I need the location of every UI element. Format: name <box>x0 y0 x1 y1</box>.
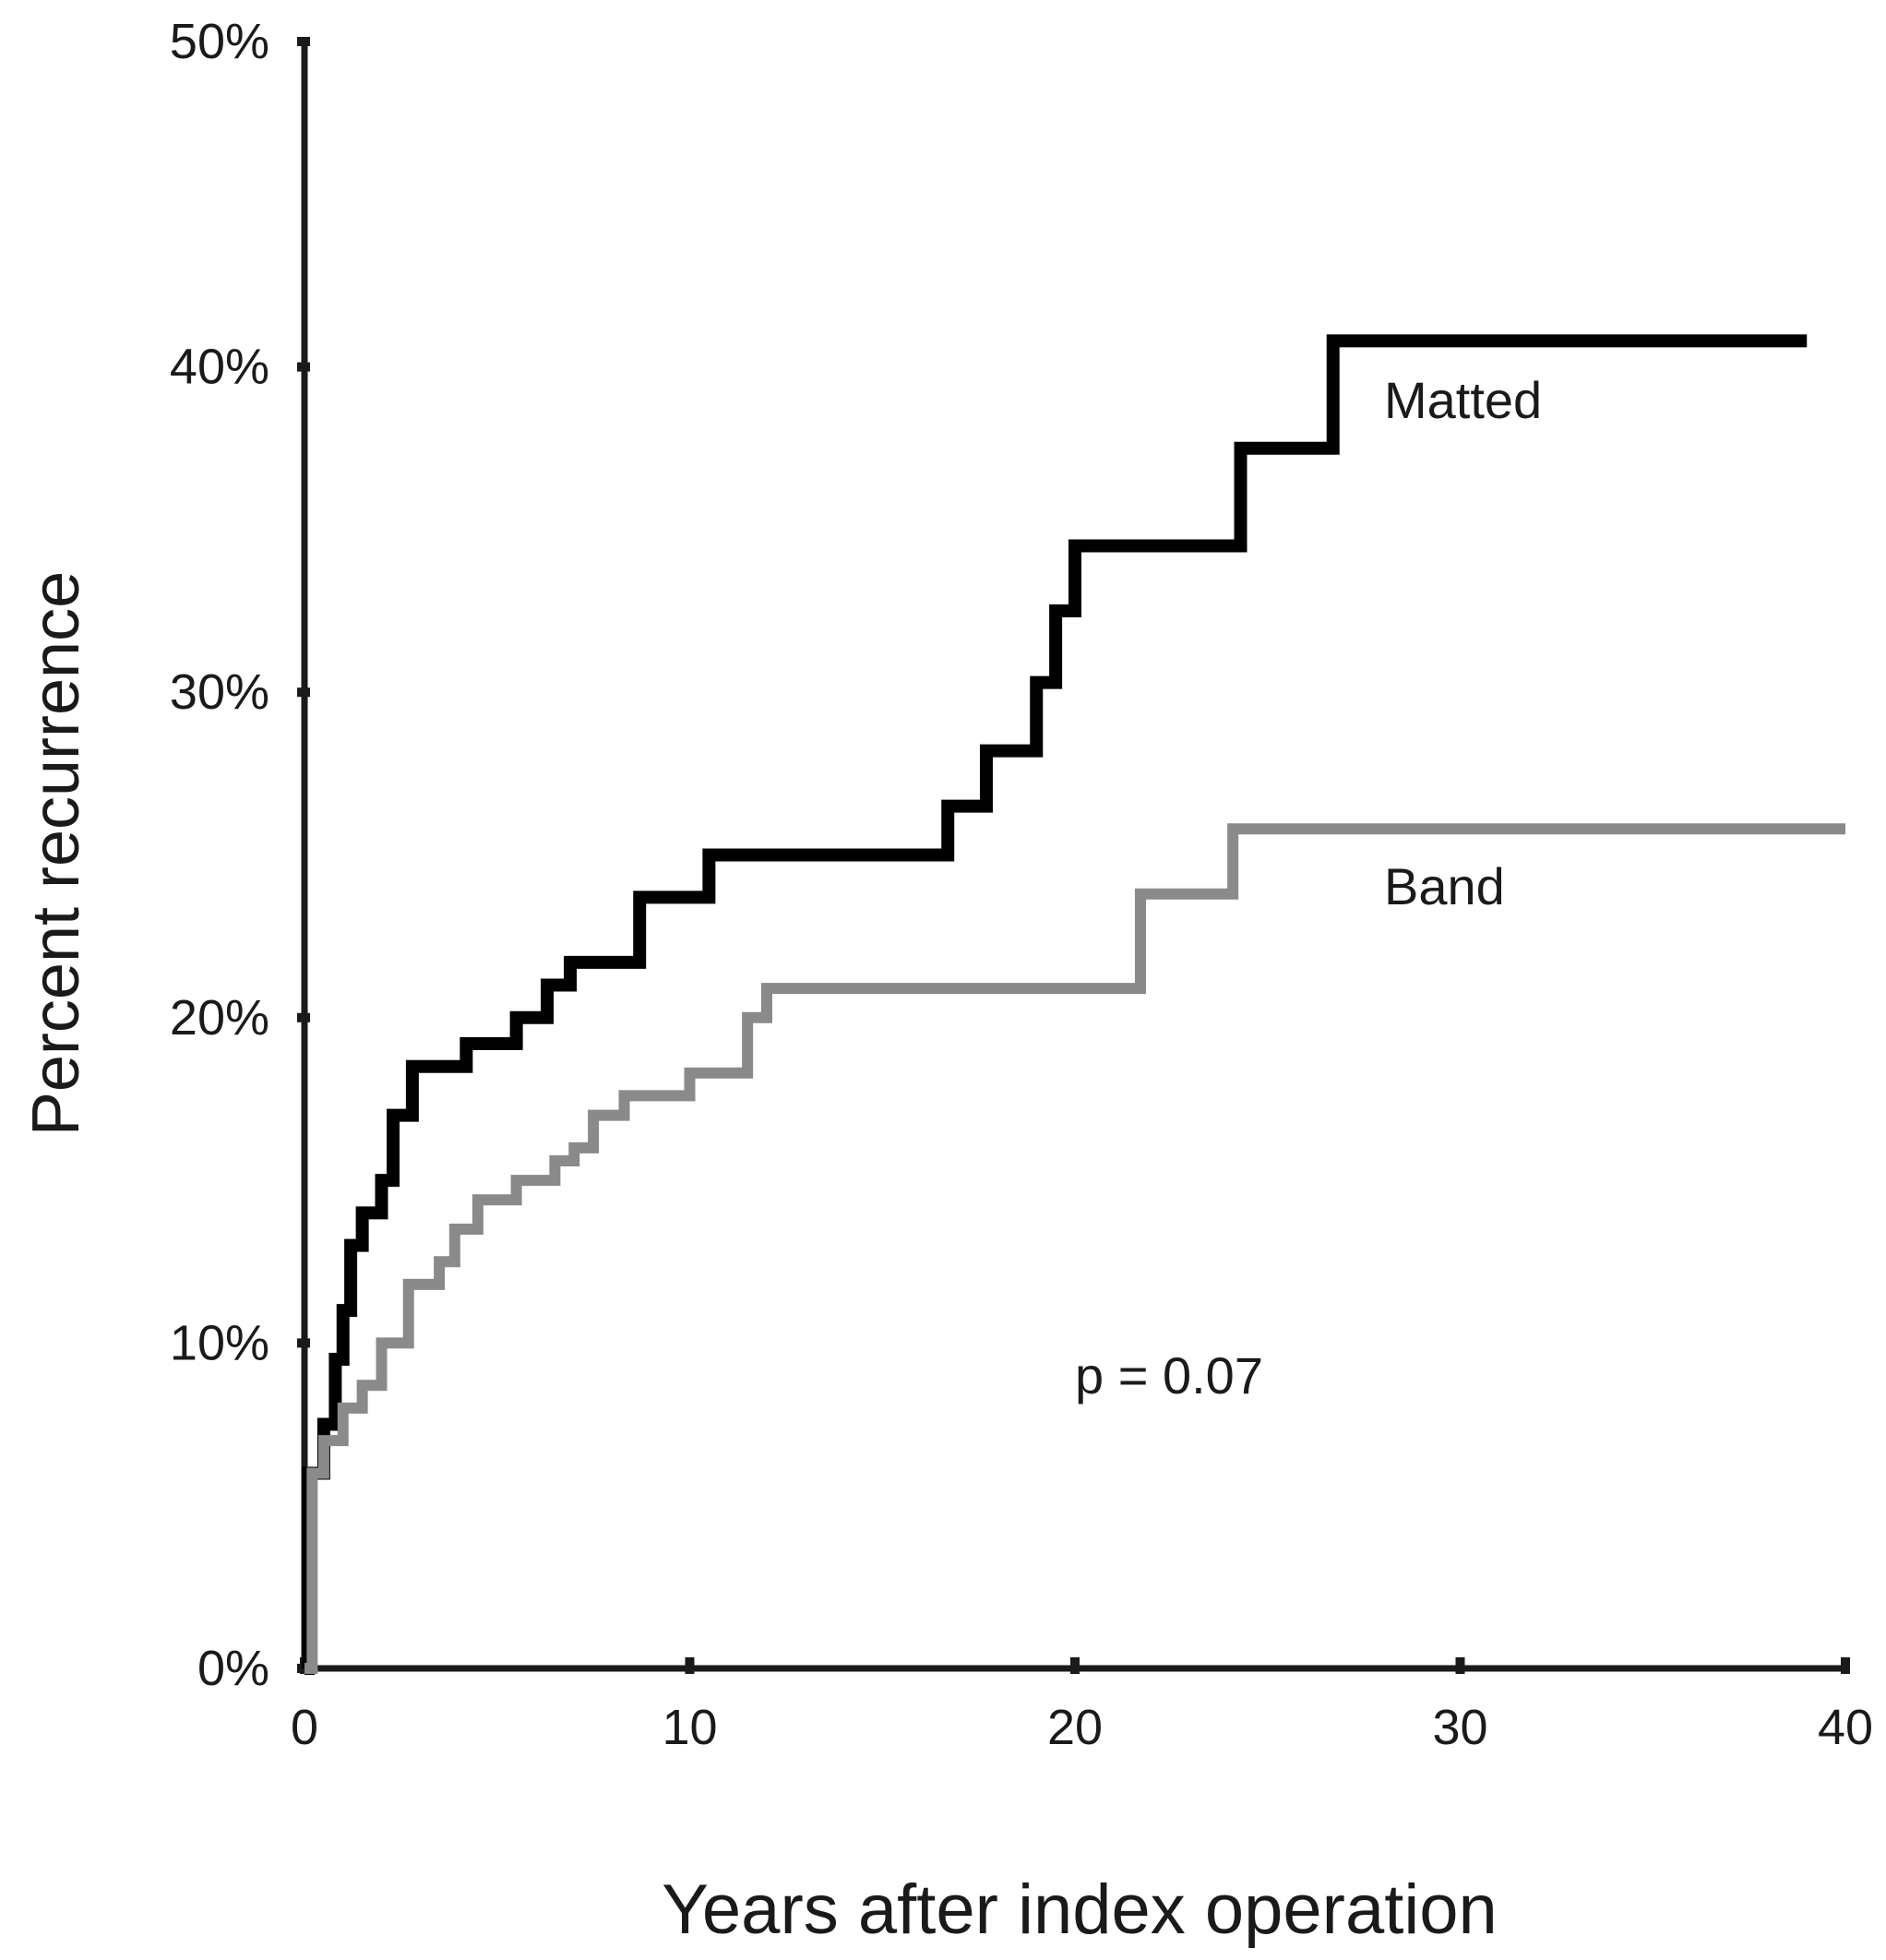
y-axis-title: Percent recurrence <box>19 571 93 1136</box>
chart-labels: Years after index operation Percent recu… <box>19 371 1542 1949</box>
y-tick-label: 10% <box>170 1315 269 1370</box>
series-lines <box>302 334 1845 1675</box>
y-tick-label: 20% <box>170 990 269 1046</box>
y-tick-label: 0% <box>197 1641 269 1696</box>
y-tick-label: 40% <box>170 340 269 395</box>
series-label-band: Band <box>1384 857 1505 915</box>
axes <box>301 42 1845 1672</box>
y-tick-label: 50% <box>170 14 269 69</box>
x-tick-label: 0 <box>291 1700 318 1755</box>
y-tick-label: 30% <box>170 664 269 720</box>
series-label-matted: Matted <box>1384 371 1542 429</box>
series-line-band <box>304 823 1845 1674</box>
x-tick-label: 10 <box>662 1700 717 1755</box>
x-tick-label: 40 <box>1818 1700 1873 1755</box>
x-axis-title: Years after index operation <box>662 1870 1498 1949</box>
p-value-annotation: p = 0.07 <box>1075 1346 1263 1404</box>
axis-ticks: 0 10 20 30 40 0% 10% 20% 30% 40% 50% <box>170 14 1873 1755</box>
x-tick-label: 30 <box>1432 1700 1487 1755</box>
series-line-matted <box>302 334 1808 1675</box>
x-tick-label: 20 <box>1047 1700 1103 1755</box>
